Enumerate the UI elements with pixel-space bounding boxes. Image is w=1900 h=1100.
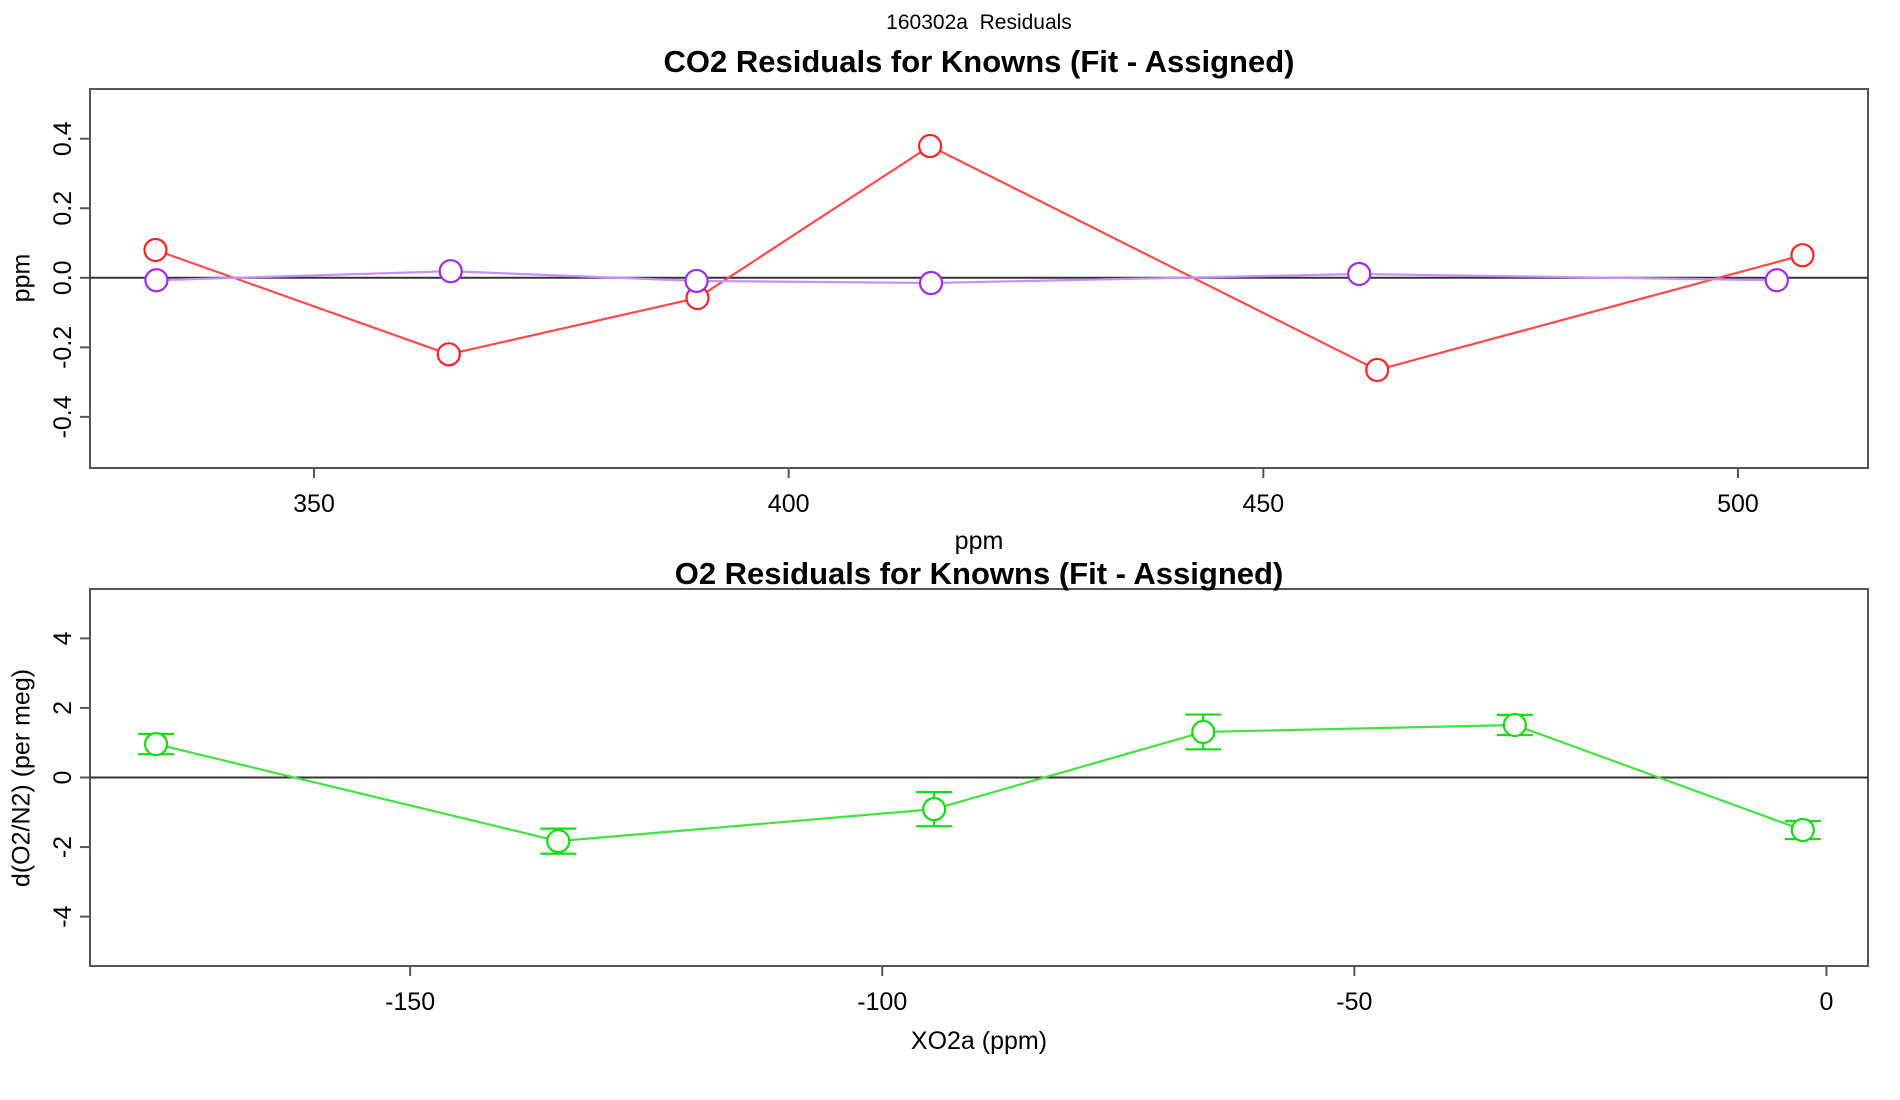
data-point-marker [1790,817,1815,843]
data-point-marker [918,270,944,296]
data-point-marker [436,342,461,367]
figure-title: 160302a Residuals [886,11,1072,34]
data-point-marker [144,268,169,293]
data-point-marker [922,797,947,822]
y-tick-label: -4 [49,905,77,927]
data-point-marker [546,829,571,854]
y-tick-label: -2 [49,836,77,858]
x-tick-label: -100 [857,988,907,1016]
data-point-marker [684,268,709,294]
x-tick-label: 450 [1242,490,1284,518]
y-tick-label: 0.2 [49,191,77,226]
data-point-marker [918,133,943,159]
o2-plot-title: O2 Residuals for Knowns (Fit - Assigned) [674,556,1284,591]
y-tick-label: -0.4 [49,395,77,438]
co2-plot-title: CO2 Residuals for Knowns (Fit - Assigned… [663,44,1295,79]
y-tick-label: 4 [49,631,77,645]
co2-yaxis-label: ppm [7,253,36,303]
series-line [156,270,1777,285]
y-tick-label: -0.2 [49,326,77,369]
data-point-marker [1191,719,1216,745]
series-line [155,144,1803,372]
x-tick-label: -150 [385,988,435,1016]
data-point-marker [143,237,168,263]
data-point-marker [438,259,463,284]
data-point-marker [1347,261,1372,287]
y-tick-label: 2 [49,701,77,715]
y-tick-label: 0.4 [49,121,77,156]
data-point-marker [1502,712,1527,738]
series-line [155,723,1804,843]
x-tick-label: 350 [293,490,335,518]
x-tick-label: 400 [768,490,810,518]
y-tick-label: 0.0 [49,260,77,295]
x-tick-label: 500 [1717,490,1759,518]
o2-yaxis-label: d(O2/N2) (per meg) [7,668,36,888]
data-point-marker [1790,243,1815,268]
y-tick-label: 0 [49,771,77,785]
x-tick-label: 0 [1820,988,1834,1016]
data-point-marker [143,732,169,757]
co2-xaxis-label: ppm [954,527,1004,555]
data-point-marker [1365,357,1390,383]
data-point-marker [1764,268,1789,293]
x-tick-label: -50 [1336,988,1372,1016]
o2-xaxis-label: XO2a (ppm) [910,1027,1048,1055]
